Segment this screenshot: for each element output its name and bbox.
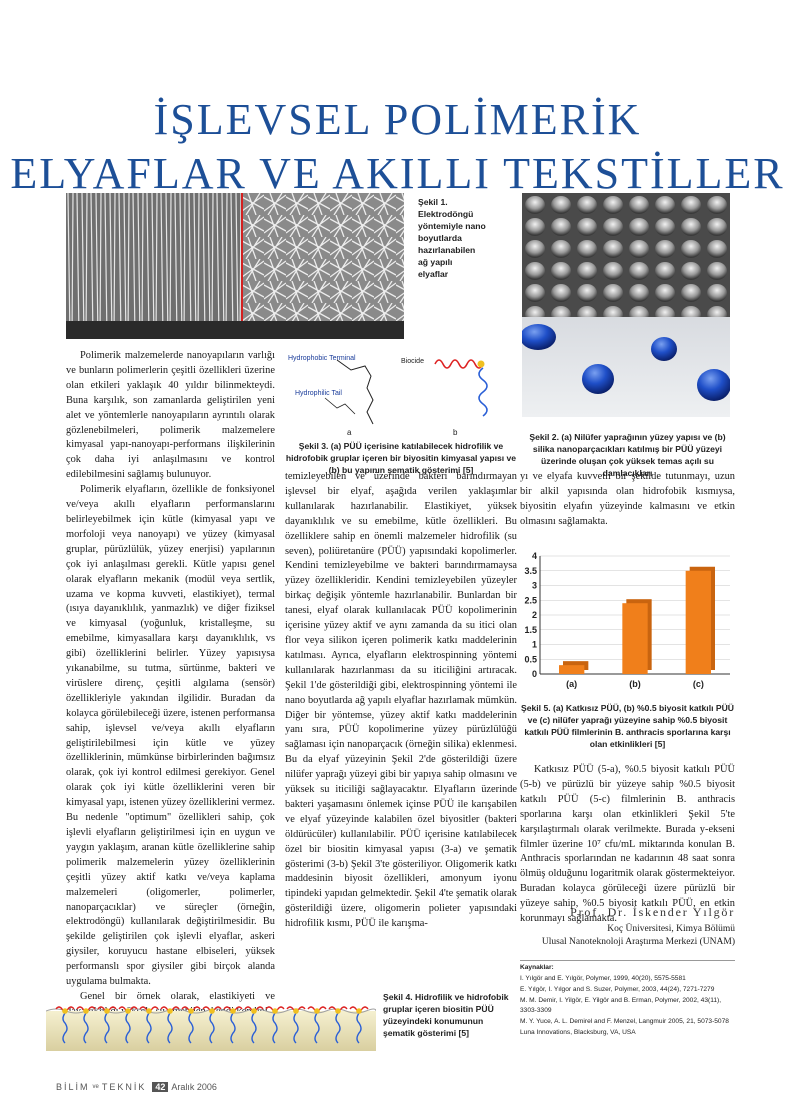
sem-fibers-graphic	[66, 193, 404, 339]
references-heading: Kaynaklar:	[520, 964, 554, 971]
fig3-label-biocide: Biocide	[401, 358, 424, 365]
col3-paragraph-2: Katkısız PÜÜ (5-a), %0.5 biyosit katkılı…	[520, 764, 735, 925]
biocide-head	[83, 1008, 89, 1014]
biocide-head	[188, 1008, 194, 1014]
biocide-head	[335, 1008, 341, 1014]
bar	[685, 570, 711, 674]
x-tick-label: (c)	[693, 679, 704, 689]
bar-chart: 0 0.5 1 1.5 2 2.5 3 3.5 4 (a) (b) (c)	[524, 551, 730, 689]
body-column-3b: Katkısız PÜÜ (5-a), %0.5 biyosit katkılı…	[520, 763, 735, 927]
fig3-label-terminal: Hydrophobic Terminal	[288, 355, 356, 362]
hydrophilic-segment	[251, 1012, 257, 1044]
figure-4-image	[45, 985, 377, 1051]
biocide-head	[251, 1008, 257, 1014]
figure-3-caption: Şekil 3. (a) PÜÜ içerisine katılabilecek…	[285, 441, 517, 475]
y-tick-label: 1.5	[524, 625, 537, 635]
biocide-head	[62, 1008, 68, 1014]
surface-biocide-graphic	[45, 1006, 377, 1051]
biocide-head	[356, 1008, 362, 1014]
reference-item: I. Yılgör and E. Yılgör, Polymer, 1999, …	[520, 975, 686, 982]
reference-item: M. M. Demir, I. Yilgör, E. Yilgör and B.…	[520, 997, 722, 1014]
biocide-head	[167, 1008, 173, 1014]
biocide-head	[104, 1008, 110, 1014]
body-column-2: temizleyebilen ve üzerinde bakteri barın…	[285, 470, 517, 932]
col1-paragraph-1: Polimerik malzemelerde nanoyapıların var…	[66, 350, 275, 481]
biocide-head	[125, 1008, 131, 1014]
x-tick-label: (b)	[629, 679, 641, 689]
reference-item: E. Yılgör, I. Yılgor and S. Suzer, Polym…	[520, 986, 715, 993]
y-tick-label: 1	[532, 640, 537, 650]
biocide-head	[272, 1008, 278, 1014]
figure-1-caption: Şekil 1. Elektrodöngü yöntemiyle nano bo…	[418, 197, 486, 279]
fig3-label-tail: Hydrophilic Tail	[295, 390, 342, 397]
figure-5-caption: Şekil 5. (a) Katkısız PÜÜ, (b) %0.5 biyo…	[521, 703, 734, 749]
y-tick-label: 2	[532, 610, 537, 620]
issue-date: Aralık 2006	[171, 1082, 217, 1092]
col2-paragraph-1: temizleyebilen ve üzerinde bakteri barın…	[285, 471, 517, 930]
y-tick-label: 0	[532, 669, 537, 679]
y-tick-label: 3.5	[524, 566, 537, 576]
y-tick-label: 4	[532, 551, 537, 561]
hydrophilic-segment	[314, 1012, 320, 1044]
hydrophilic-segment	[167, 1012, 173, 1044]
title-line-1: İŞLEVSEL POLİMERİK	[153, 95, 642, 144]
hydrophilic-segment	[125, 1012, 131, 1044]
hydrophilic-segment	[104, 1012, 110, 1044]
biocide-head	[209, 1008, 215, 1014]
figure-3-image: Hydrophobic Terminal Biocide Hydrophilic…	[285, 350, 517, 437]
biocide-head	[314, 1008, 320, 1014]
biocide-head	[293, 1008, 299, 1014]
fig3-label-a: a	[347, 428, 352, 436]
hydrophilic-segment	[83, 1012, 89, 1044]
author-name: Prof. Dr. İskender Yılgör	[570, 905, 735, 919]
figure-1-image	[66, 193, 404, 339]
author-block: Prof. Dr. İskender Yılgör Koç Üniversite…	[520, 905, 735, 949]
biocide-head	[230, 1008, 236, 1014]
y-tick-label: 0.5	[524, 654, 537, 664]
article-title: İŞLEVSEL POLİMERİK ELYAFLAR VE AKILLI TE…	[0, 95, 795, 199]
magazine-name: BİLİM	[56, 1082, 90, 1092]
y-tick-label: 3	[532, 581, 537, 591]
bar	[559, 665, 585, 674]
hydrophilic-segment	[146, 1012, 152, 1044]
figure-2-image-b	[522, 317, 730, 417]
hydrophilic-segment	[230, 1012, 236, 1044]
hydrophilic-segment	[272, 1012, 278, 1044]
page-number: 42	[152, 1082, 169, 1092]
reference-item: M. Y. Yuce, A. L. Demirel and F. Menzel,…	[520, 1018, 729, 1025]
hydrophilic-segment	[62, 1012, 68, 1044]
magazine-name-ve: ve	[92, 1084, 99, 1090]
lotus-surface-graphic	[522, 193, 730, 317]
body-column-3: yı ve elyafa kuvvetli bir şekilde tutunm…	[520, 470, 735, 530]
col1-paragraph-2: Polimerik elyafların, özellikle de fonks…	[66, 484, 275, 988]
x-tick-label: (a)	[566, 679, 577, 689]
y-tick-label: 2.5	[524, 595, 537, 605]
hydrophilic-segment	[188, 1012, 194, 1044]
references: Kaynaklar: I. Yılgör and E. Yılgör, Poly…	[520, 960, 735, 1039]
author-dept: Koç Üniversitesi, Kimya Bölümü	[607, 924, 735, 934]
hydrophilic-segment	[293, 1012, 299, 1044]
hydrophilic-segment	[356, 1012, 362, 1044]
author-center: Ulusal Nanoteknoloji Araştırma Merkezi (…	[541, 937, 735, 947]
body-column-1: Polimerik malzemelerde nanoyapıların var…	[66, 349, 275, 1020]
figure-4-caption: Şekil 4. Hidrofilik ve hidrofobik grupla…	[383, 992, 509, 1038]
magazine-name-2: TEKNİK	[101, 1082, 147, 1092]
biocide-head	[146, 1008, 152, 1014]
figure-2-caption: Şekil 2. (a) Nilüfer yaprağının yüzey ya…	[529, 432, 726, 478]
water-droplets-graphic	[522, 317, 730, 417]
hydrophilic-segment	[335, 1012, 341, 1044]
reference-item: Luna Innovations, Blacksburg, VA, USA	[520, 1029, 636, 1036]
figure-2-image-a	[522, 193, 730, 317]
col3-paragraph-1: yı ve elyafa kuvvetli bir şekilde tutunm…	[520, 471, 735, 527]
biocide-structure-graphic: Hydrophobic Terminal Biocide Hydrophilic…	[288, 355, 488, 437]
bar	[622, 603, 648, 674]
fig3-label-b: b	[453, 428, 458, 436]
figure-5-chart: 0 0.5 1 1.5 2 2.5 3 3.5 4 (a) (b) (c)	[520, 548, 735, 698]
title-line-2: ELYAFLAR VE AKILLI TEKSTİLLER	[10, 149, 785, 198]
hydrophilic-segment	[209, 1012, 215, 1044]
page-footer: BİLİM ve TEKNİK 42 Aralık 2006	[56, 1082, 217, 1092]
